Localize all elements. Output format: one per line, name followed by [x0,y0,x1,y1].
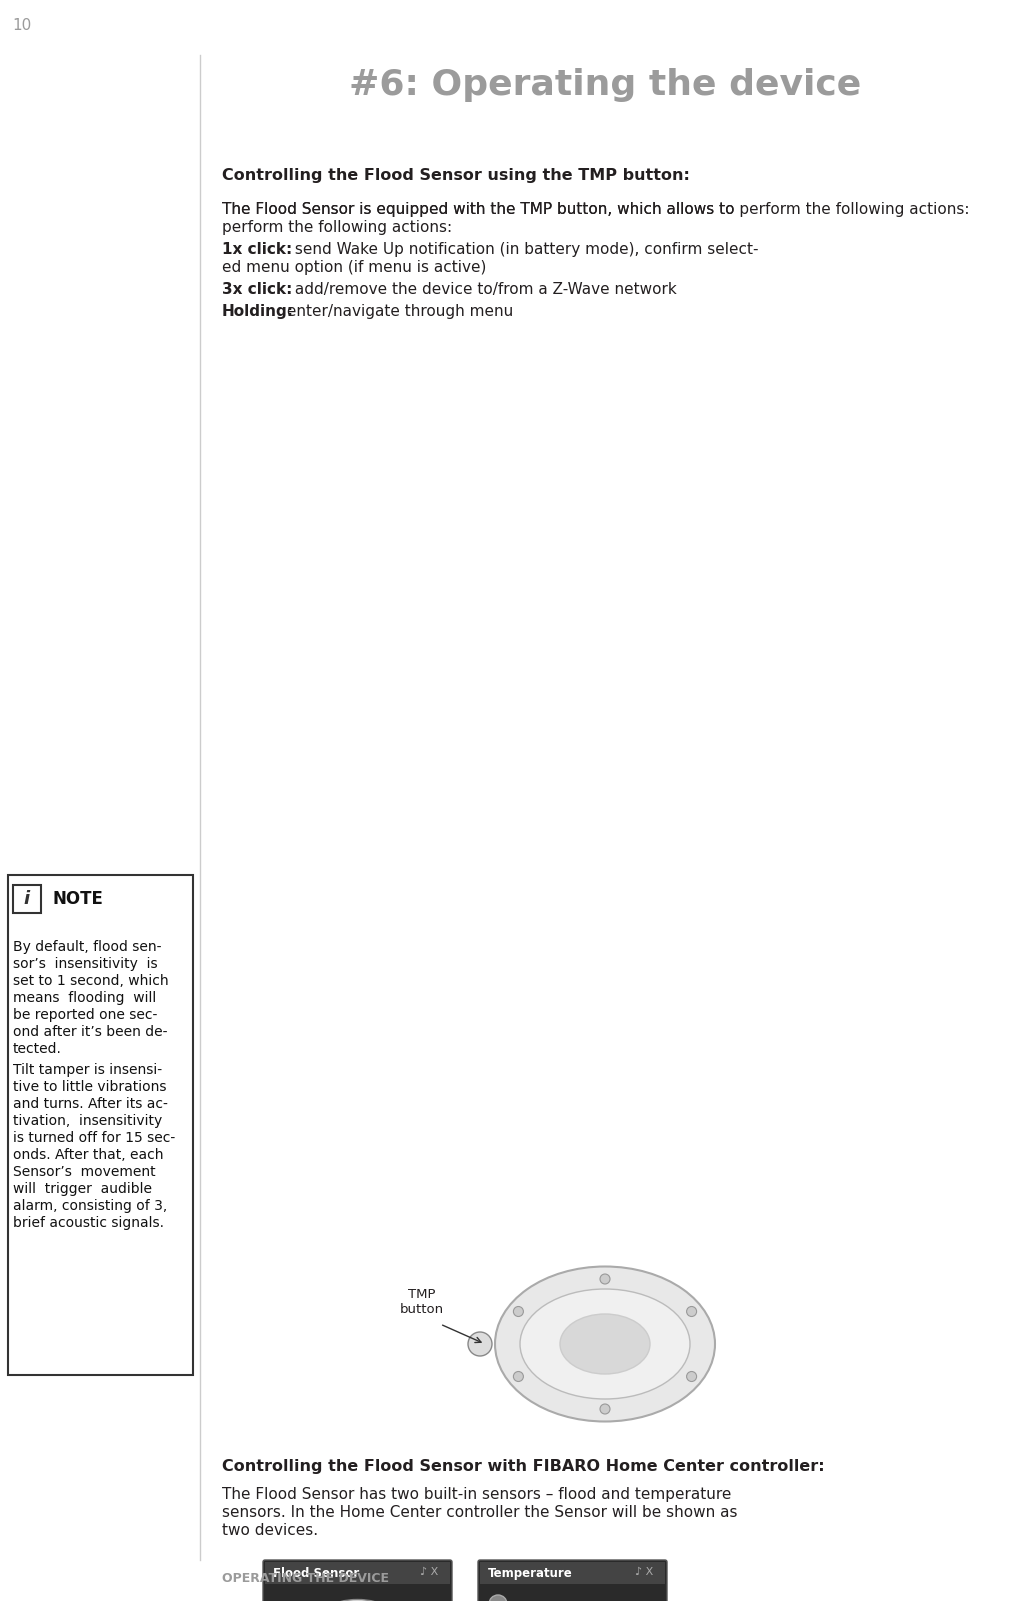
Text: enter/navigate through menu: enter/navigate through menu [282,304,514,319]
Text: onds. After that, each: onds. After that, each [13,1148,163,1162]
Bar [8,876,193,1375]
Text: The Flood Sensor is equipped with the TMP button, which allows to: The Flood Sensor is equipped with the TM… [222,202,735,218]
Text: send Wake Up notification (in battery mode), confirm select-: send Wake Up notification (in battery mo… [290,242,758,258]
Text: Tilt tamper is insensi-: Tilt tamper is insensi- [13,1063,162,1077]
Text: is turned off for 15 sec-: is turned off for 15 sec- [13,1130,175,1145]
Text: sor’s  insensitivity  is: sor’s insensitivity is [13,957,158,970]
Text: ond after it’s been de-: ond after it’s been de- [13,1025,167,1039]
Text: Temperature: Temperature [488,1567,573,1580]
Text: Holding:: Holding: [222,304,294,319]
Text: The Flood Sensor has two built-in sensors – flood and temperature: The Flood Sensor has two built-in sensor… [222,1487,732,1502]
Text: ♪ X: ♪ X [420,1567,438,1577]
Text: tected.: tected. [13,1042,62,1057]
Text: Controlling the Flood Sensor using the TMP button:: Controlling the Flood Sensor using the T… [222,168,690,183]
Bar [480,1563,665,1583]
Text: The Flood Sensor is equipped with the TMP button, which allows to perform the fo: The Flood Sensor is equipped with the TM… [222,202,969,218]
Text: i: i [23,890,31,908]
Text: alarm, consisting of 3,: alarm, consisting of 3, [13,1199,167,1214]
Bar [265,1563,450,1583]
FancyBboxPatch shape [478,1559,667,1601]
Text: NOTE: NOTE [53,890,104,908]
Text: OPERATING THE DEVICE: OPERATING THE DEVICE [222,1572,389,1585]
Text: 10: 10 [12,18,32,34]
Circle shape [514,1306,524,1316]
Circle shape [468,1332,492,1356]
Text: By default, flood sen-: By default, flood sen- [13,940,161,954]
Text: 3x click:: 3x click: [222,282,292,298]
Text: tive to little vibrations: tive to little vibrations [13,1081,166,1093]
Circle shape [514,1372,524,1382]
Circle shape [687,1372,697,1382]
Text: Sensor’s  movement: Sensor’s movement [13,1166,156,1178]
Ellipse shape [495,1266,715,1422]
Text: set to 1 second, which: set to 1 second, which [13,973,168,988]
Text: perform the following actions:: perform the following actions: [222,219,452,235]
Circle shape [489,1595,507,1601]
Text: add/remove the device to/from a Z-Wave network: add/remove the device to/from a Z-Wave n… [290,282,677,298]
Text: TMP
button: TMP button [400,1287,444,1316]
Ellipse shape [520,1289,690,1399]
Text: two devices.: two devices. [222,1523,318,1539]
Circle shape [687,1306,697,1316]
Circle shape [600,1274,610,1284]
Text: tivation,  insensitivity: tivation, insensitivity [13,1114,162,1129]
Bar [13,885,41,913]
Text: means  flooding  will: means flooding will [13,991,156,1005]
Text: sensors. In the Home Center controller the Sensor will be shown as: sensors. In the Home Center controller t… [222,1505,738,1519]
Text: be reported one sec-: be reported one sec- [13,1009,157,1021]
Text: #6: Operating the device: #6: Operating the device [348,67,861,102]
FancyBboxPatch shape [263,1559,452,1601]
Text: will  trigger  audible: will trigger audible [13,1182,152,1196]
Circle shape [600,1404,610,1414]
Ellipse shape [560,1314,650,1374]
Text: Flood Sensor: Flood Sensor [273,1567,360,1580]
Text: ♪ X: ♪ X [635,1567,653,1577]
Text: 1x click:: 1x click: [222,242,292,258]
Text: ed menu option (if menu is active): ed menu option (if menu is active) [222,259,486,275]
Text: Controlling the Flood Sensor with FIBARO Home Center controller:: Controlling the Flood Sensor with FIBARO… [222,1459,824,1475]
Text: and turns. After its ac-: and turns. After its ac- [13,1097,168,1111]
Text: brief acoustic signals.: brief acoustic signals. [13,1217,164,1230]
